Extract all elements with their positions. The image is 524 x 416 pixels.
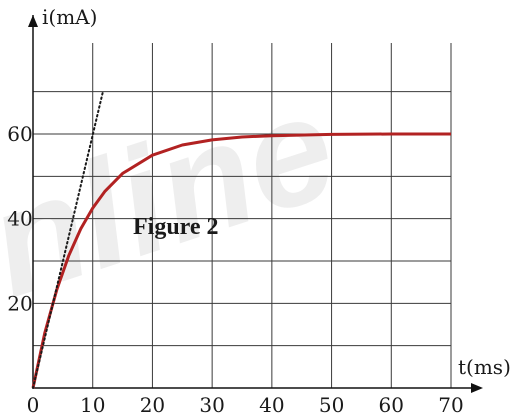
x-tick-label: 10 (80, 393, 105, 416)
x-tick-label: 20 (140, 393, 165, 416)
x-tick-label: 40 (259, 393, 284, 416)
x-tick-label: 60 (379, 393, 404, 416)
figure-title: Figure 2 (133, 214, 219, 240)
x-tick-label: 30 (199, 393, 224, 416)
tangent-line (32, 90, 104, 389)
x-tick-label: 50 (319, 393, 344, 416)
y-tick-label: 20 (7, 291, 32, 315)
x-tick-label: 0 (27, 393, 40, 416)
tick-labels: 0 10 20 30 40 50 60 70 20 40 60 (7, 122, 463, 416)
axes (28, 15, 483, 393)
x-axis-arrow (471, 383, 483, 393)
series-group (31, 90, 451, 389)
current-curve (31, 132, 451, 389)
y-tick-label: 40 (7, 207, 32, 231)
x-tick-label: 70 (438, 393, 463, 416)
y-axis-arrow (28, 15, 38, 27)
y-axis-label: i(mA) (42, 5, 97, 29)
y-tick-label: 60 (7, 122, 32, 146)
watermark: nline (0, 61, 354, 329)
x-axis-label: t(ms) (458, 355, 511, 379)
